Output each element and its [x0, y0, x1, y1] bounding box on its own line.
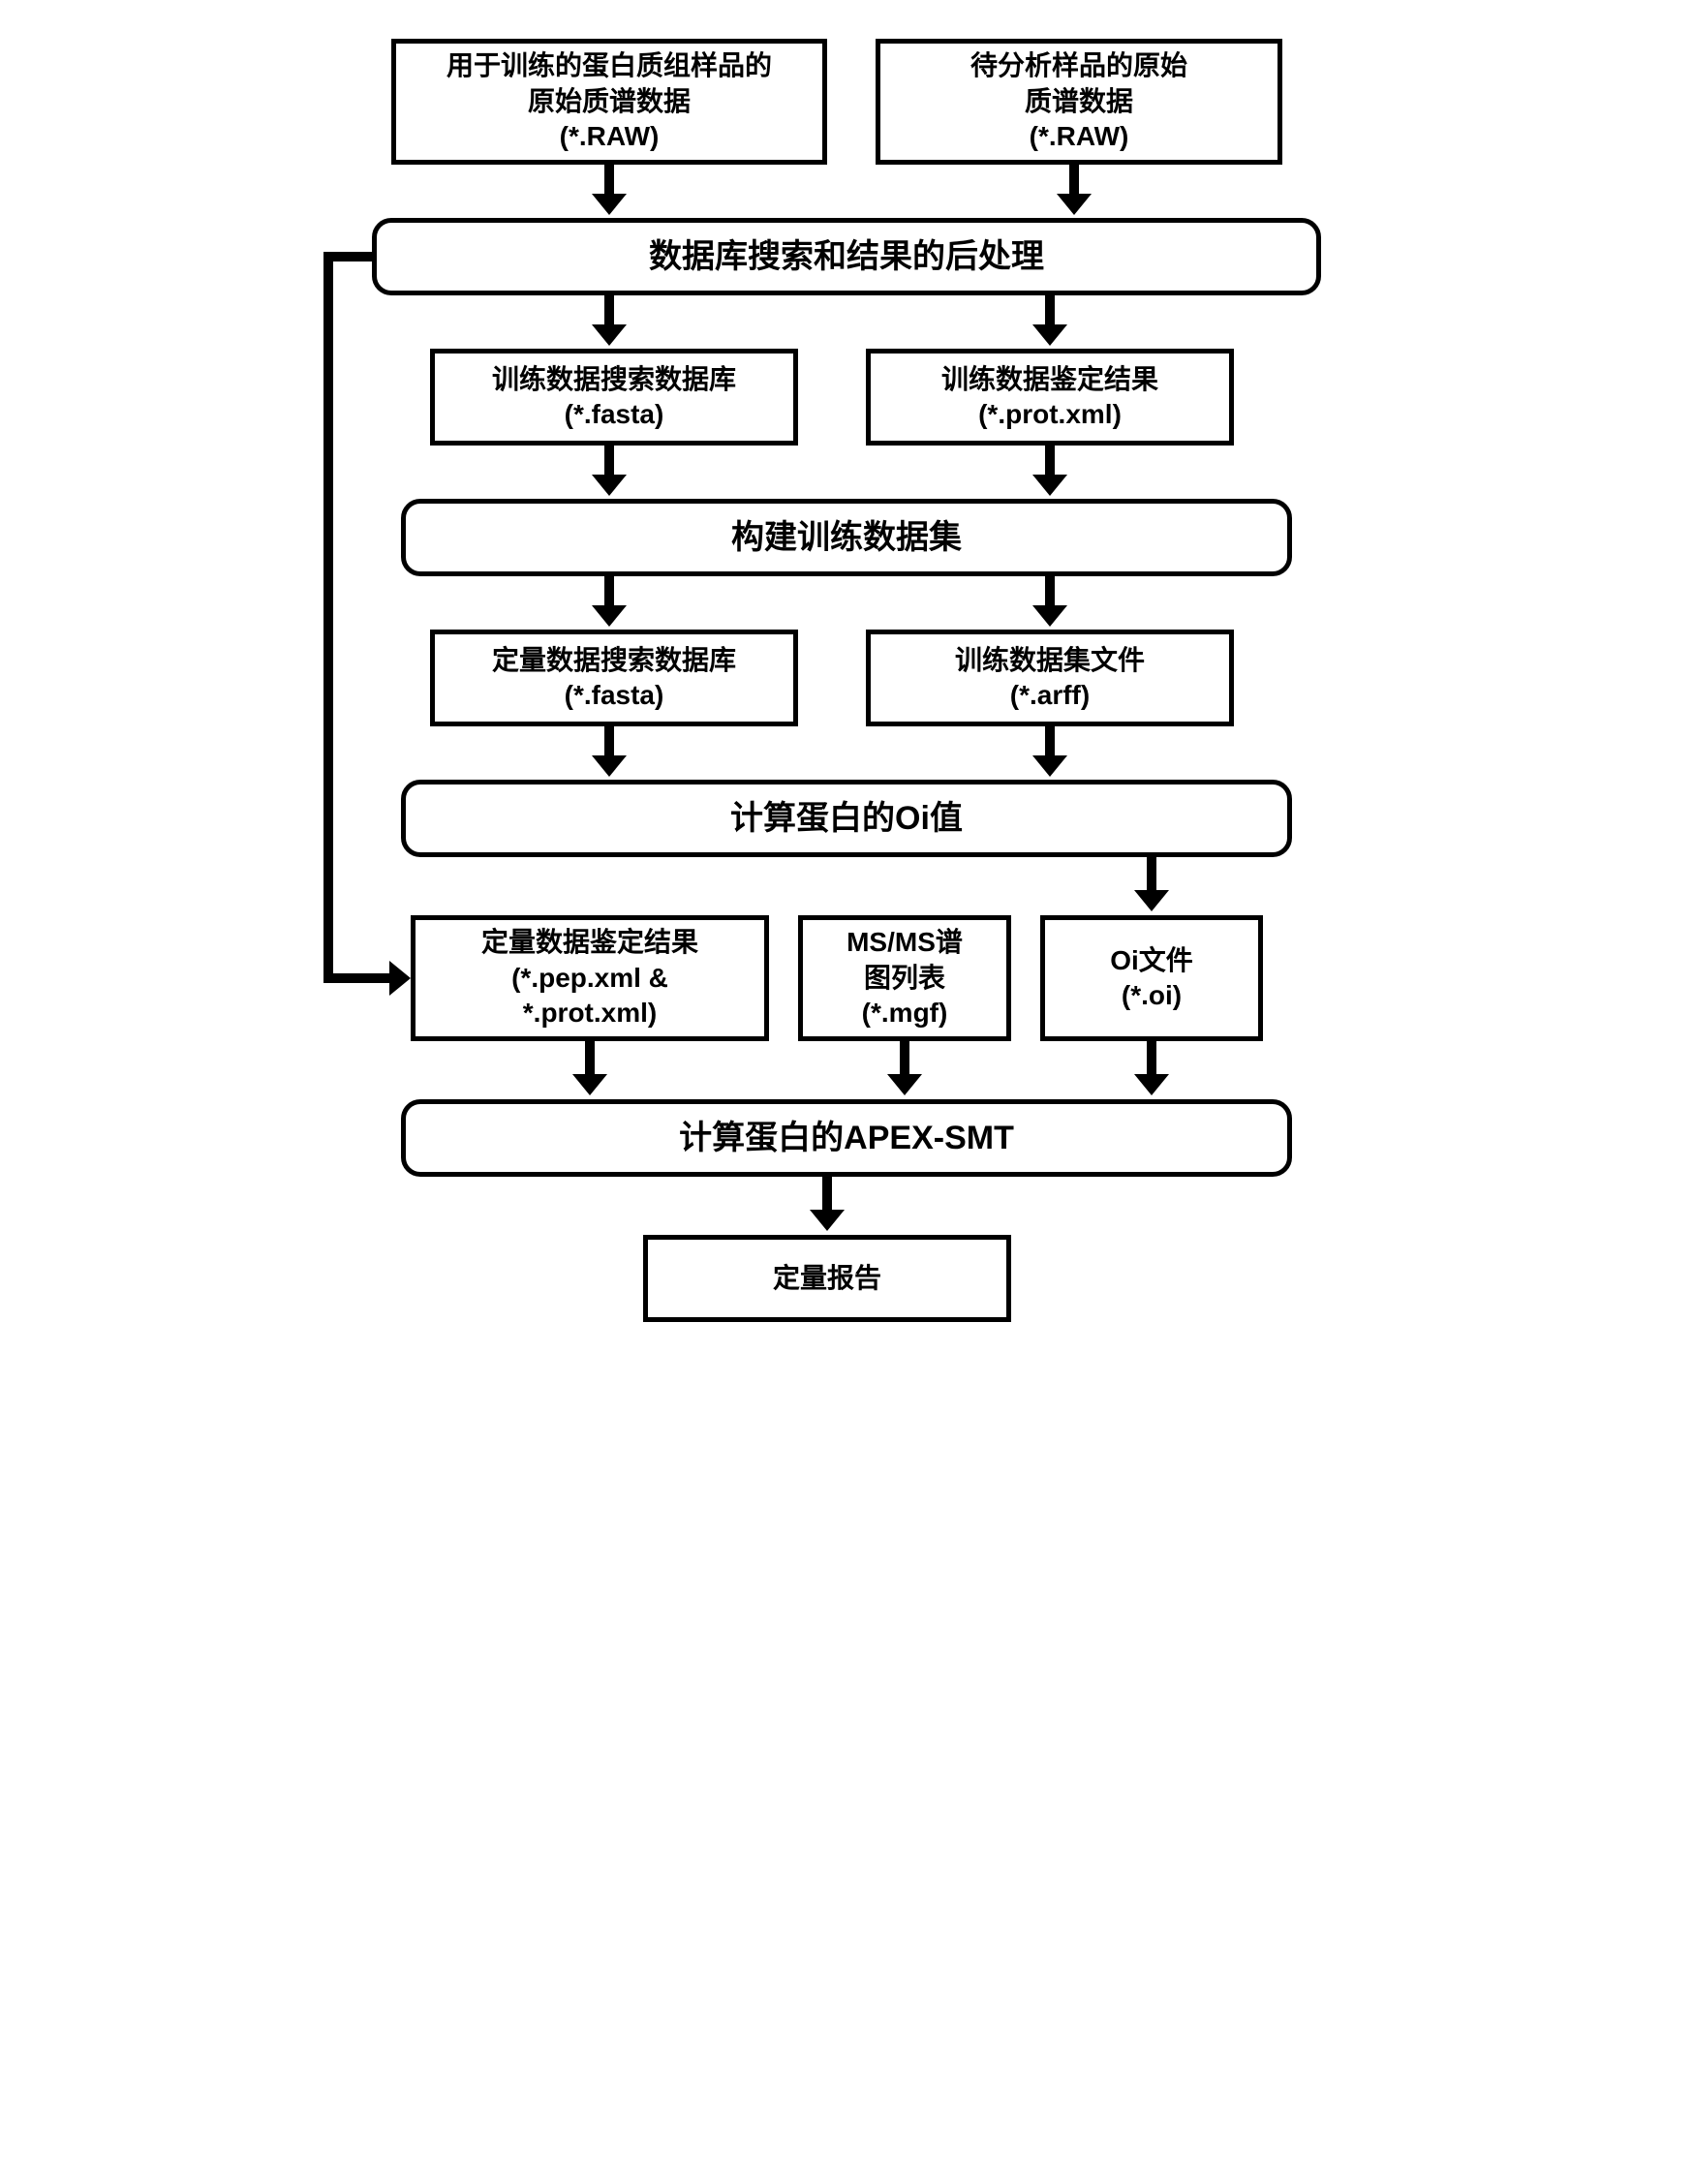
arrow-3: [1045, 295, 1055, 328]
node-n10: 定量数据鉴定结果(*.pep.xml &*.prot.xml): [411, 915, 769, 1041]
node-label: 训练数据鉴定结果: [941, 362, 1158, 397]
arrow-10: [1147, 857, 1156, 894]
node-label: 构建训练数据集: [731, 516, 962, 559]
node-label: 数据库搜索和结果的后处理: [649, 235, 1044, 278]
node-label: (*.pep.xml &: [511, 961, 668, 996]
node-n4: 训练数据搜索数据库(*.fasta): [430, 349, 798, 446]
arrow-13: [1147, 1041, 1156, 1078]
node-n5: 训练数据鉴定结果(*.prot.xml): [866, 349, 1234, 446]
node-label: (*.mgf): [862, 996, 948, 1030]
node-n7: 定量数据搜索数据库(*.fasta): [430, 630, 798, 726]
node-n9: 计算蛋白的Oi值: [401, 780, 1292, 857]
arrow-7: [1045, 576, 1055, 609]
node-label: (*.fasta): [565, 397, 664, 432]
node-n13: 计算蛋白的APEX-SMT: [401, 1099, 1292, 1177]
node-label: 待分析样品的原始: [970, 48, 1187, 83]
node-label: (*.RAW): [1030, 119, 1129, 154]
node-n2: 待分析样品的原始质谱数据(*.RAW): [876, 39, 1282, 165]
node-label: *.prot.xml): [523, 996, 657, 1030]
node-n1: 用于训练的蛋白质组样品的原始质谱数据(*.RAW): [391, 39, 827, 165]
node-n14: 定量报告: [643, 1235, 1011, 1322]
node-label: 训练数据集文件: [955, 643, 1145, 678]
arrow-5: [1045, 446, 1055, 478]
node-label: 质谱数据: [1025, 84, 1133, 119]
node-label: 训练数据搜索数据库: [492, 362, 736, 397]
node-label: 图列表: [864, 961, 945, 996]
arrow-6: [604, 576, 614, 609]
node-label: 定量报告: [773, 1261, 881, 1296]
arrow-14: [822, 1177, 832, 1214]
node-label: (*.fasta): [565, 678, 664, 713]
node-label: Oi文件: [1110, 943, 1193, 978]
node-label: 定量数据搜索数据库: [492, 643, 736, 678]
node-label: 定量数据鉴定结果: [481, 925, 698, 960]
node-label: (*.RAW): [560, 119, 660, 154]
node-label: (*.oi): [1122, 978, 1182, 1013]
arrow-2: [604, 295, 614, 328]
node-n11: MS/MS谱图列表(*.mgf): [798, 915, 1011, 1041]
arrow-12: [900, 1041, 909, 1078]
flowchart-root: 用于训练的蛋白质组样品的原始质谱数据(*.RAW)待分析样品的原始质谱数据(*.…: [314, 39, 1379, 1453]
node-label: 原始质谱数据: [528, 84, 691, 119]
node-label: 计算蛋白的Oi值: [730, 797, 963, 840]
node-label: (*.arff): [1010, 678, 1090, 713]
node-label: 用于训练的蛋白质组样品的: [446, 48, 772, 83]
feedback-seg-bottom: [323, 973, 393, 983]
arrow-4: [604, 446, 614, 478]
arrow-11: [585, 1041, 595, 1078]
node-n8: 训练数据集文件(*.arff): [866, 630, 1234, 726]
feedback-seg-vert: [323, 252, 333, 983]
node-n3: 数据库搜索和结果的后处理: [372, 218, 1321, 295]
arrow-0: [604, 165, 614, 198]
arrow-8: [604, 726, 614, 759]
node-n12: Oi文件(*.oi): [1040, 915, 1263, 1041]
node-n6: 构建训练数据集: [401, 499, 1292, 576]
node-label: MS/MS谱: [846, 925, 963, 960]
node-label: 计算蛋白的APEX-SMT: [679, 1117, 1014, 1159]
arrow-9: [1045, 726, 1055, 759]
node-label: (*.prot.xml): [978, 397, 1122, 432]
arrow-1: [1069, 165, 1079, 198]
